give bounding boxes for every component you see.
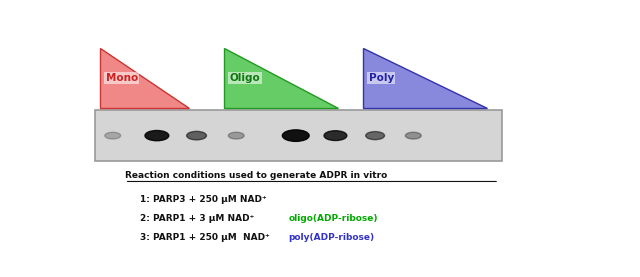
Circle shape (324, 131, 347, 140)
Text: 3: PARP1 + 250 μM  NAD⁺: 3: PARP1 + 250 μM NAD⁺ (140, 233, 269, 242)
Polygon shape (224, 48, 338, 108)
Circle shape (145, 130, 169, 141)
Polygon shape (363, 48, 486, 108)
Text: Mono: Mono (106, 73, 138, 83)
Text: Poly: Poly (369, 73, 394, 83)
Text: Reaction conditions used to generate ADPR in vitro: Reaction conditions used to generate ADP… (125, 171, 387, 180)
Text: 2: PARP1 + 3 μM NAD⁺: 2: PARP1 + 3 μM NAD⁺ (140, 214, 254, 223)
Circle shape (405, 132, 421, 139)
Bar (95, 110, 502, 161)
Text: 1: PARP3 + 250 μM NAD⁺: 1: PARP3 + 250 μM NAD⁺ (140, 195, 266, 204)
Text: oligo(ADP-ribose): oligo(ADP-ribose) (288, 214, 378, 223)
Circle shape (187, 131, 207, 140)
Circle shape (365, 132, 385, 140)
Text: Oligo: Oligo (230, 73, 260, 83)
Circle shape (105, 132, 121, 139)
Text: poly(ADP-ribose): poly(ADP-ribose) (288, 233, 374, 242)
Circle shape (228, 132, 244, 139)
Circle shape (282, 130, 309, 141)
Polygon shape (100, 48, 189, 108)
